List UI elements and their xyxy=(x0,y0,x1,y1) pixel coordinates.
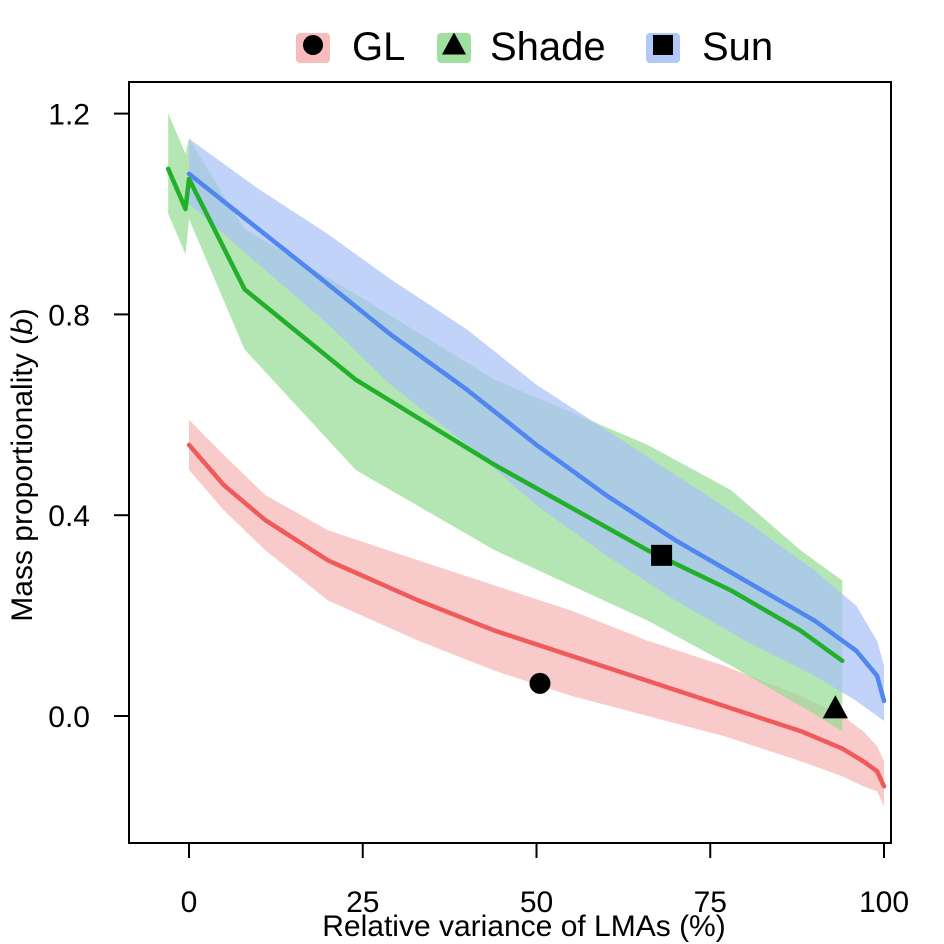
point-gl xyxy=(529,672,551,694)
x-axis: 0 25 50 75 100 xyxy=(181,843,909,919)
x-axis-title: Relative variance of LMAs (%) xyxy=(322,910,725,943)
x-tick-label: 75 xyxy=(694,886,727,919)
point-sun xyxy=(651,544,673,566)
plot-frame xyxy=(128,81,892,844)
band-gl xyxy=(189,419,884,807)
legend-marker-shade xyxy=(442,32,466,55)
legend-item-shade: Shade xyxy=(437,25,606,69)
legend-marker-sun xyxy=(653,35,673,55)
legend-label-shade: Shade xyxy=(490,25,606,69)
x-tick-label: 0 xyxy=(181,886,198,919)
line-shade xyxy=(165,166,845,664)
y-axis-title: Mass proportionality (b) xyxy=(6,308,39,621)
x-tick-label: 50 xyxy=(520,886,553,919)
y-axis-title-symbol: b xyxy=(6,318,39,335)
observed-points xyxy=(529,544,848,719)
legend-label-gl: GL xyxy=(352,25,405,69)
line-gl xyxy=(186,442,887,789)
plot-area xyxy=(128,81,892,844)
legend: GL Shade Sun xyxy=(296,25,773,69)
y-axis: 0.0 0.4 0.8 1.2 xyxy=(48,99,129,734)
series-lines xyxy=(165,166,887,789)
y-tick-label: 0.0 xyxy=(48,701,90,734)
y-tick-label: 0.8 xyxy=(48,299,90,332)
line-sun xyxy=(186,171,887,704)
legend-marker-gl xyxy=(303,35,323,55)
point-shade xyxy=(822,695,848,719)
x-tick-label: 25 xyxy=(346,886,379,919)
legend-item-gl: GL xyxy=(296,25,405,69)
legend-label-sun: Sun xyxy=(702,25,773,69)
y-axis-title-prefix: Mass proportionality ( xyxy=(6,335,39,622)
x-tick-label: 100 xyxy=(859,886,909,919)
confidence-bands xyxy=(168,113,884,807)
y-axis-title-suffix: ) xyxy=(6,308,39,318)
y-tick-label: 1.2 xyxy=(48,99,90,132)
band-sun xyxy=(189,138,884,721)
y-tick-label: 0.4 xyxy=(48,500,90,533)
legend-item-sun: Sun xyxy=(646,25,773,69)
